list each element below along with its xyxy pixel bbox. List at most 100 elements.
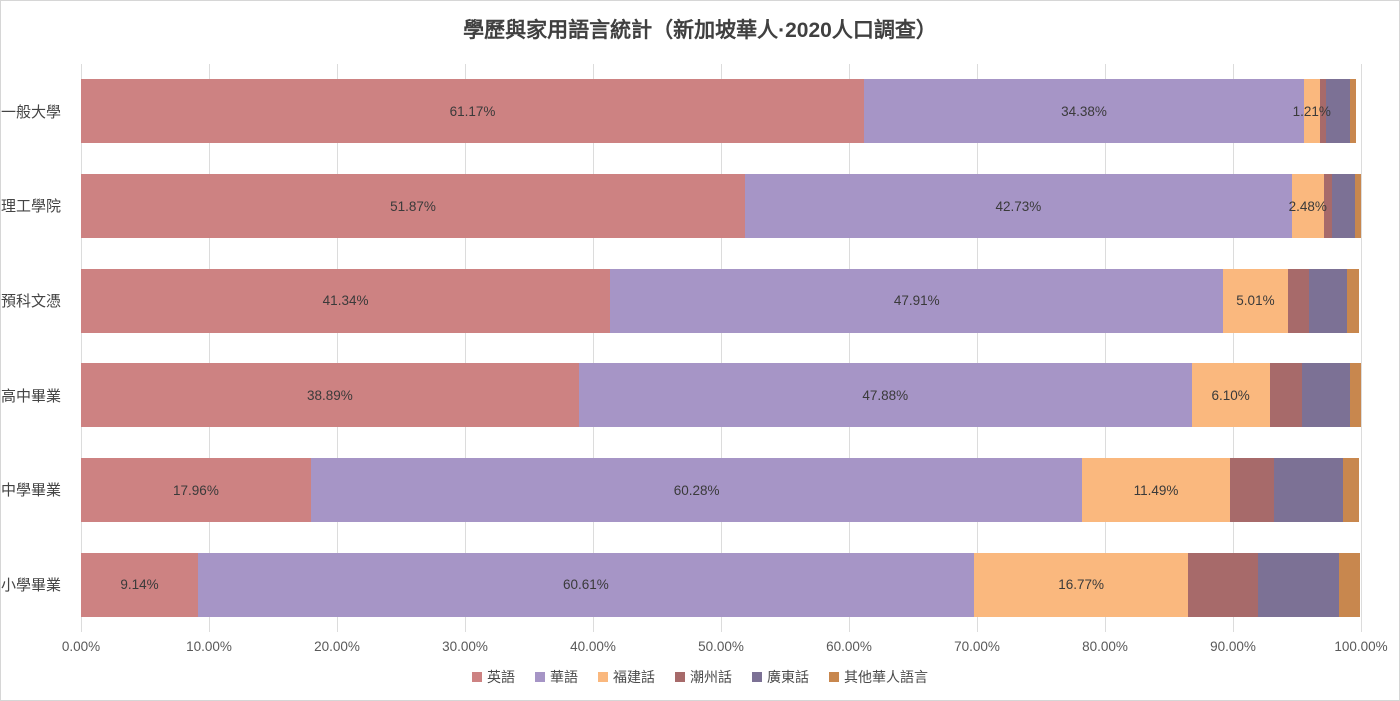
legend-label: 英語: [487, 669, 515, 685]
bar-segment: 61.17%: [81, 79, 864, 144]
x-axis: 0.00% 10.00% 20.00% 30.00% 40.00% 50.00% 60.00…: [62, 639, 1388, 659]
bar-segment: [1309, 268, 1347, 333]
bar-segment: 51.87%: [81, 174, 745, 238]
data-label: 11.49%: [1133, 482, 1179, 498]
legend-item: 福建話: [598, 667, 655, 687]
bar-segment: [1331, 174, 1355, 238]
bar-segment: 5.01%: [1223, 268, 1288, 333]
gridline: [1105, 64, 1106, 632]
bar-segment: 47.88%: [578, 363, 1192, 428]
data-label: 34.38%: [1061, 103, 1107, 119]
plot-area: 61.17% 34.38% 1.21% 51.87% 42.73% 2.48% 41.34%…: [81, 64, 1362, 632]
bar-segment: 17.96%: [81, 458, 311, 522]
y-axis-label: 一般大學: [1, 103, 62, 121]
data-label: 1.21%: [1292, 103, 1331, 119]
gridline: [977, 64, 978, 632]
bar-row: 9.14% 60.61% 16.77%: [81, 552, 1361, 617]
data-label: 60.28%: [673, 482, 720, 498]
data-label: 5.01%: [1236, 293, 1275, 309]
bar-segment: [1269, 363, 1302, 428]
legend-item: 英語: [472, 667, 515, 687]
gridline: [849, 64, 850, 632]
bar-segment: 11.49%: [1082, 458, 1230, 522]
bar-segment: [1343, 458, 1359, 522]
x-axis-tick-label: 50.00%: [698, 639, 744, 654]
legend-swatch-icon: [829, 672, 839, 682]
data-label: 6.10%: [1211, 387, 1250, 403]
bar-segment: [1338, 552, 1360, 617]
bar-segment: 6.10%: [1191, 363, 1270, 428]
gridline: [81, 64, 82, 632]
legend-label: 福建話: [613, 669, 655, 685]
x-axis-tick-label: 40.00%: [570, 639, 616, 654]
legend-swatch-icon: [598, 672, 608, 682]
legend-label: 潮州話: [690, 669, 732, 685]
legend-label: 華語: [550, 669, 578, 685]
x-axis-tick-label: 100.00%: [1334, 639, 1388, 654]
bar-segment: 42.73%: [744, 174, 1292, 238]
legend-swatch-icon: [535, 672, 545, 682]
bar-row: 41.34% 47.91% 5.01%: [81, 268, 1361, 333]
x-axis-tick-label: 30.00%: [442, 639, 488, 654]
x-axis-tick-label: 20.00%: [314, 639, 360, 654]
chart-title: 學歷與家用語言統計（新加坡華人·2020人口調查）: [463, 19, 937, 42]
gridline: [209, 64, 210, 632]
gridline: [337, 64, 338, 632]
bar-segment: 47.91%: [610, 268, 1224, 333]
gridline: [1361, 64, 1362, 632]
x-axis-tick-label: 90.00%: [1210, 639, 1256, 654]
data-label: 47.88%: [862, 387, 909, 403]
data-label: 16.77%: [1058, 577, 1104, 593]
data-label: 51.87%: [390, 198, 436, 214]
bar-segment: [1347, 268, 1360, 333]
legend-label: 廣東話: [767, 669, 809, 685]
data-label: 17.96%: [173, 482, 219, 498]
bar-segment: [1319, 79, 1327, 144]
bar-segment: [1326, 79, 1350, 144]
bar-row: 17.96% 60.28% 11.49%: [81, 458, 1361, 522]
bar-segment: 60.61%: [197, 552, 974, 617]
y-axis-label: 高中畢業: [1, 387, 62, 405]
bar-segment: 9.14%: [81, 552, 198, 617]
y-axis-label: 小學畢業: [1, 577, 62, 595]
bar-segment: 2.48%: [1288, 174, 1327, 238]
bar-segment: 60.28%: [310, 458, 1083, 522]
bar-segment: [1350, 363, 1361, 428]
data-label: 38.89%: [306, 387, 353, 403]
y-axis-label: 中學畢業: [1, 482, 62, 500]
data-label: 60.61%: [562, 577, 609, 593]
data-label: 47.91%: [893, 293, 940, 309]
bar-row: 61.17% 34.38% 1.21%: [81, 79, 1361, 144]
data-label: 61.17%: [449, 103, 496, 119]
bar-segment: [1287, 268, 1310, 333]
bar-segment: [1188, 552, 1259, 617]
gridline: [593, 64, 594, 632]
data-label: 2.48%: [1288, 198, 1327, 214]
bar-segment: [1354, 174, 1361, 238]
bar-segment: [1274, 458, 1344, 522]
gridline: [465, 64, 466, 632]
legend-label: 其他華人語言: [844, 669, 928, 685]
bar-segment: 1.21%: [1292, 79, 1331, 144]
data-label: 41.34%: [322, 293, 369, 309]
bar-segment: 16.77%: [973, 552, 1189, 617]
x-axis-tick-label: 0.00%: [61, 639, 101, 654]
bar-row: 51.87% 42.73% 2.48%: [81, 174, 1361, 238]
legend-item: 廣東話: [752, 667, 809, 687]
legend-item: 其他華人語言: [829, 667, 928, 687]
legend-swatch-icon: [675, 672, 685, 682]
x-axis-tick-label: 80.00%: [1082, 639, 1128, 654]
bar-segment: [1301, 363, 1351, 428]
gridline: [1233, 64, 1234, 632]
legend: 英語 華語 福建話 潮州話 廣東話 其他華人語言: [1, 666, 1399, 688]
y-axis-label: 預科文憑: [1, 293, 62, 311]
bar-segment: 34.38%: [863, 79, 1305, 144]
legend-swatch-icon: [752, 672, 762, 682]
bar-segment: [1258, 552, 1339, 617]
y-axis-label: 理工學院: [1, 198, 62, 216]
bar-segment: [1229, 458, 1275, 522]
bar-segment: [1323, 174, 1332, 238]
bar-segment: 41.34%: [81, 268, 611, 333]
y-axis: 一般大學理工學院預科文憑高中畢業中學畢業小學畢業: [1, 64, 71, 632]
